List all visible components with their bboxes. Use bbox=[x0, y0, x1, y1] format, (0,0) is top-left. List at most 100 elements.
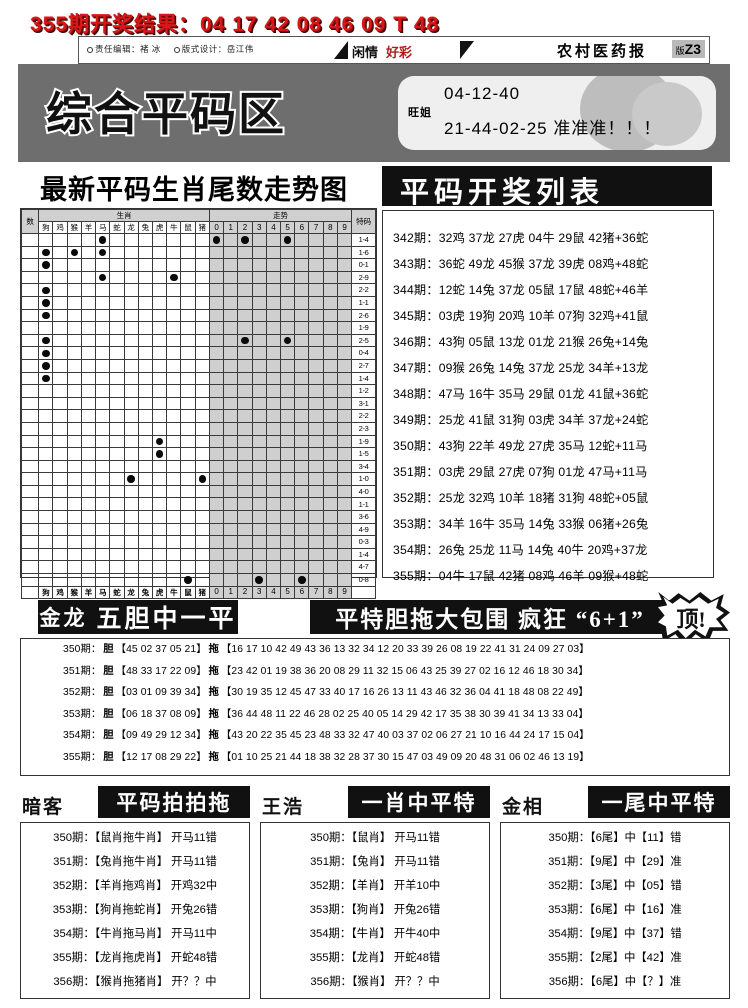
trend-cell-digit bbox=[251, 421, 267, 436]
trend-cell-zodiac bbox=[66, 321, 82, 335]
trend-cell-digit bbox=[280, 421, 296, 436]
mid-row-dan: 【45 02 37 05 21】 bbox=[115, 644, 207, 655]
trend-special-value: 2-6 bbox=[351, 308, 376, 323]
trend-cell-zodiac bbox=[137, 510, 154, 524]
trend-cell-zodiac bbox=[151, 522, 168, 537]
trend-cell-zodiac bbox=[95, 535, 111, 549]
trend-cell-digit bbox=[280, 346, 296, 360]
trend-cell-zodiac bbox=[151, 308, 168, 323]
trend-cell-zodiac bbox=[166, 396, 182, 411]
trend-cell-digit bbox=[308, 547, 324, 562]
trend-cell-digit bbox=[223, 459, 239, 474]
trend-cell-zodiac bbox=[180, 396, 196, 411]
trend-cell-digit bbox=[251, 396, 267, 411]
trend-cell-digit bbox=[322, 560, 338, 575]
trend-cell-zodiac bbox=[66, 522, 82, 537]
trend-cell-zodiac bbox=[95, 560, 111, 575]
trend-cell-digit bbox=[280, 573, 296, 587]
trend-row: 2-9 bbox=[20, 270, 376, 285]
trend-cell-digit bbox=[308, 434, 324, 449]
draw-list-item: 342期：32鸡 37龙 27虎 04牛 29鼠 42猪+36蛇 bbox=[393, 231, 649, 245]
trend-cell-zodiac bbox=[180, 472, 196, 486]
trend-cell-zodiac bbox=[109, 421, 125, 436]
trend-cell-digit bbox=[308, 510, 324, 524]
trend-cell-zodiac bbox=[66, 396, 82, 411]
trend-cell-digit bbox=[223, 321, 239, 335]
trend-cell-zodiac bbox=[123, 283, 139, 297]
trend-cell-digit bbox=[265, 333, 282, 348]
trend-cell-digit bbox=[336, 434, 353, 449]
forecast-row: 353期：【狗肖拖蛇肖】 开兔26错 bbox=[52, 904, 218, 916]
trend-cell-zodiac bbox=[123, 270, 139, 285]
trend-row-index bbox=[20, 573, 40, 587]
trend-cell-digit bbox=[308, 497, 324, 512]
trend-cell-zodiac bbox=[95, 295, 111, 310]
zodiac-header-鼠: 鼠 bbox=[180, 221, 196, 234]
mid-author: 金龙 bbox=[39, 606, 88, 630]
trend-cell-digit bbox=[251, 560, 267, 575]
marker-dot bbox=[283, 236, 292, 244]
trend-cell-zodiac bbox=[52, 333, 68, 348]
trend-cell-zodiac bbox=[180, 371, 196, 386]
trend-cell-zodiac bbox=[52, 308, 68, 323]
trend-row-index bbox=[20, 258, 40, 272]
trend-row-index bbox=[20, 233, 40, 247]
trend-special-value: 2-7 bbox=[351, 358, 376, 373]
trend-cell-digit bbox=[208, 346, 225, 360]
trend-cell-zodiac bbox=[123, 497, 139, 512]
trend-cell-digit bbox=[237, 346, 253, 360]
trend-cell-digit bbox=[251, 333, 267, 348]
trend-cell-digit bbox=[223, 573, 239, 587]
draw-list-banner: 平码开奖列表 bbox=[382, 166, 712, 209]
trend-cell-zodiac bbox=[151, 409, 168, 423]
trend-row: 0-3 bbox=[20, 535, 376, 549]
trend-cell-digit bbox=[322, 522, 338, 537]
trend-cell-digit bbox=[336, 447, 353, 461]
trend-cell-digit bbox=[336, 358, 353, 373]
digit-footer-0: 0 bbox=[208, 585, 225, 600]
trend-cell-zodiac bbox=[194, 308, 210, 323]
trend-cell-digit bbox=[336, 245, 353, 260]
trend-cell-zodiac bbox=[80, 283, 97, 297]
trend-cell-zodiac bbox=[95, 472, 111, 486]
trend-cell-digit bbox=[322, 346, 338, 360]
trend-cell-digit bbox=[322, 421, 338, 436]
masthead-center-logo: 闲情 好彩 bbox=[334, 40, 474, 60]
mid-forecast-row: 350期：胆【45 02 37 05 21】拖【16 17 10 42 49 4… bbox=[21, 639, 729, 661]
trend-cell-digit bbox=[294, 346, 310, 360]
trend-cell-digit bbox=[336, 560, 353, 575]
trend-cell-digit bbox=[322, 258, 338, 272]
trend-cell-digit bbox=[237, 295, 253, 310]
bottom-column-3-header: 金相 一尾中平特 bbox=[500, 784, 730, 822]
trend-cell-zodiac bbox=[66, 245, 82, 260]
trend-cell-digit bbox=[308, 535, 324, 549]
trend-cell-zodiac bbox=[180, 384, 196, 398]
digit-footer-4: 4 bbox=[265, 585, 282, 600]
trend-cell-digit bbox=[237, 459, 253, 474]
trend-cell-zodiac bbox=[137, 409, 154, 423]
trend-cell-zodiac bbox=[123, 295, 139, 310]
trend-cell-zodiac bbox=[151, 510, 168, 524]
trend-cell-digit bbox=[336, 321, 353, 335]
trend-cell-zodiac bbox=[151, 396, 168, 411]
digit-footer-5: 5 bbox=[280, 585, 296, 600]
forecast-row: 354期：【牛肖拖马肖】 开马11中 bbox=[53, 928, 217, 940]
trend-cell-digit bbox=[322, 295, 338, 310]
trend-cell-zodiac bbox=[80, 547, 97, 562]
trend-row: 2-2 bbox=[20, 283, 376, 297]
trend-cell-zodiac bbox=[137, 245, 154, 260]
zodiac-footer-兔: 兔 bbox=[137, 585, 154, 600]
mid-forecast-row: 355期：胆【12 17 08 29 22】拖【01 10 25 21 44 1… bbox=[21, 747, 729, 769]
paper-name: 农村医药报 bbox=[556, 44, 647, 60]
decorative-blob-2 bbox=[632, 82, 702, 146]
trend-cell-zodiac bbox=[52, 346, 68, 360]
trend-cell-zodiac bbox=[151, 258, 168, 272]
zodiac-footer-鸡: 鸡 bbox=[52, 585, 68, 600]
trend-cell-digit bbox=[294, 295, 310, 310]
editor-credit: 责任编辑：褚 冰 bbox=[87, 44, 161, 54]
trend-cell-digit bbox=[280, 510, 296, 524]
trend-cell-zodiac bbox=[137, 396, 154, 411]
trend-cell-digit bbox=[208, 371, 225, 386]
trend-cell-zodiac bbox=[180, 295, 196, 310]
marker-dot bbox=[283, 336, 292, 345]
